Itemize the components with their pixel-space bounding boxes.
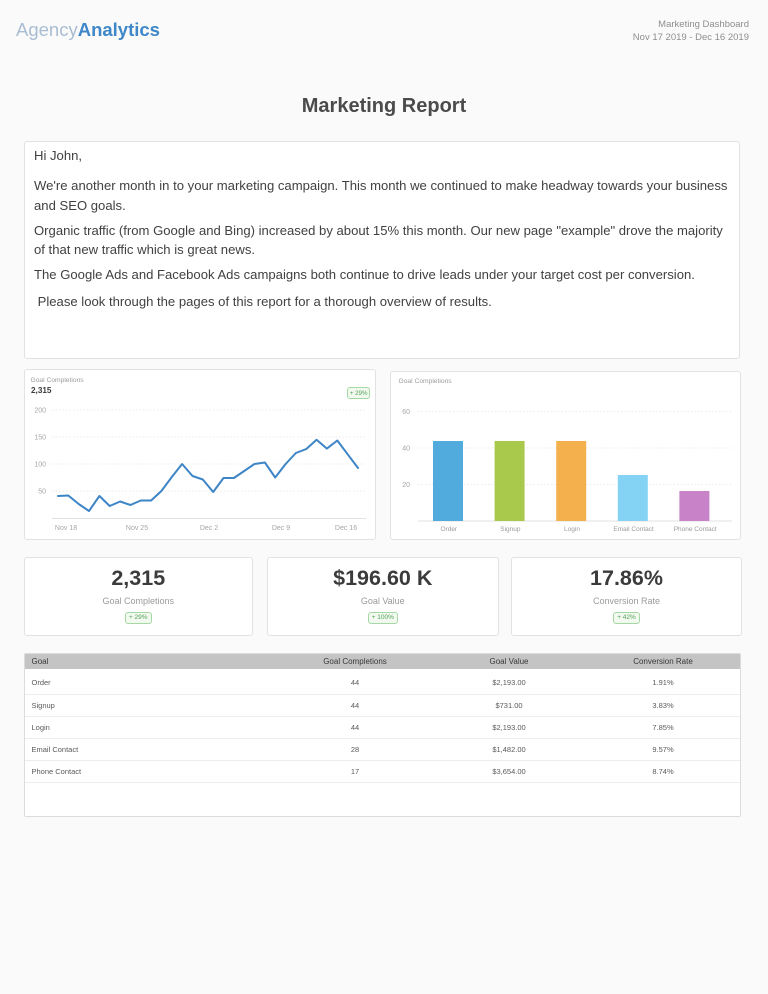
svg-text:150: 150 bbox=[34, 435, 46, 442]
svg-text:100: 100 bbox=[34, 462, 46, 469]
svg-text:Dec 2: Dec 2 bbox=[200, 525, 218, 532]
svg-text:Order: Order bbox=[440, 526, 457, 533]
svg-text:20: 20 bbox=[402, 482, 410, 489]
svg-text:200: 200 bbox=[34, 408, 46, 415]
svg-text:Nov 25: Nov 25 bbox=[126, 525, 148, 532]
svg-text:50: 50 bbox=[38, 489, 46, 496]
svg-text:Dec 16: Dec 16 bbox=[335, 525, 357, 532]
svg-text:Signup: Signup bbox=[500, 526, 521, 533]
svg-text:Nov 18: Nov 18 bbox=[55, 525, 77, 532]
svg-text:40: 40 bbox=[402, 446, 410, 453]
svg-text:Dec 9: Dec 9 bbox=[272, 525, 290, 532]
svg-text:60: 60 bbox=[402, 409, 410, 416]
svg-text:Email Contact: Email Contact bbox=[613, 526, 654, 533]
svg-text:Phone Contact: Phone Contact bbox=[674, 526, 717, 533]
svg-text:Login: Login bbox=[564, 526, 580, 533]
